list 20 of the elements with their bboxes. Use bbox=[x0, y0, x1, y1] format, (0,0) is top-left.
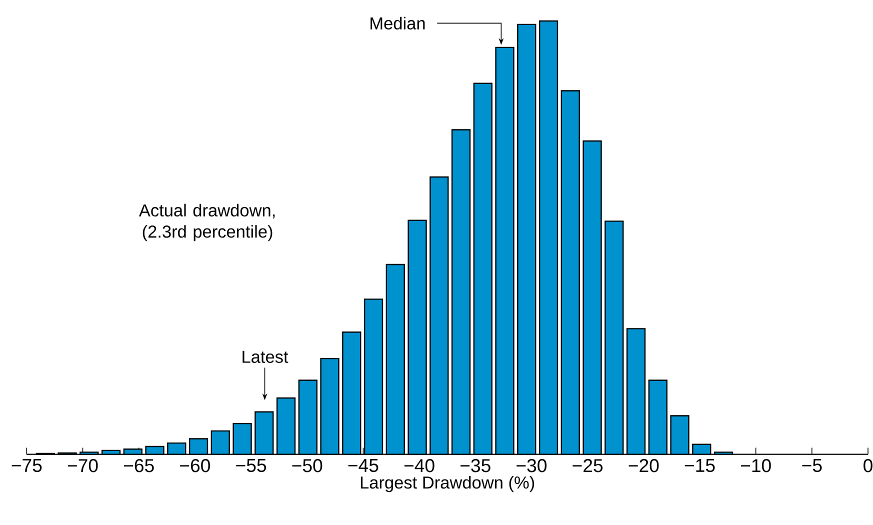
x-tick-label: −45 bbox=[348, 459, 378, 472]
x-tick-label: −40 bbox=[404, 459, 434, 472]
x-tick-label: −70 bbox=[68, 459, 98, 472]
x-tick-label: −60 bbox=[180, 459, 210, 472]
annotation: Latest bbox=[242, 350, 288, 363]
x-tick-label: −65 bbox=[124, 459, 154, 472]
x-tick-label: −75 bbox=[12, 459, 42, 472]
annotation: Median bbox=[370, 16, 425, 30]
x-tick-label: −15 bbox=[684, 459, 715, 472]
x-tick-label: −30 bbox=[516, 459, 547, 472]
x-axis-title: Largest Drawdown (%) bbox=[360, 476, 534, 492]
x-tick-label: −20 bbox=[628, 459, 659, 472]
x-tick-label: 0 bbox=[864, 459, 872, 472]
x-tick-label: −50 bbox=[292, 459, 322, 472]
x-tick-label: −10 bbox=[740, 459, 771, 472]
annotation: Actual drawdown, (2.3rd percentile) bbox=[138, 204, 275, 242]
x-tick-label: −35 bbox=[460, 459, 490, 472]
x-tick-label: −55 bbox=[236, 459, 266, 472]
x-tick-label: −25 bbox=[572, 459, 603, 472]
x-tick-label: −5 bbox=[802, 459, 822, 472]
